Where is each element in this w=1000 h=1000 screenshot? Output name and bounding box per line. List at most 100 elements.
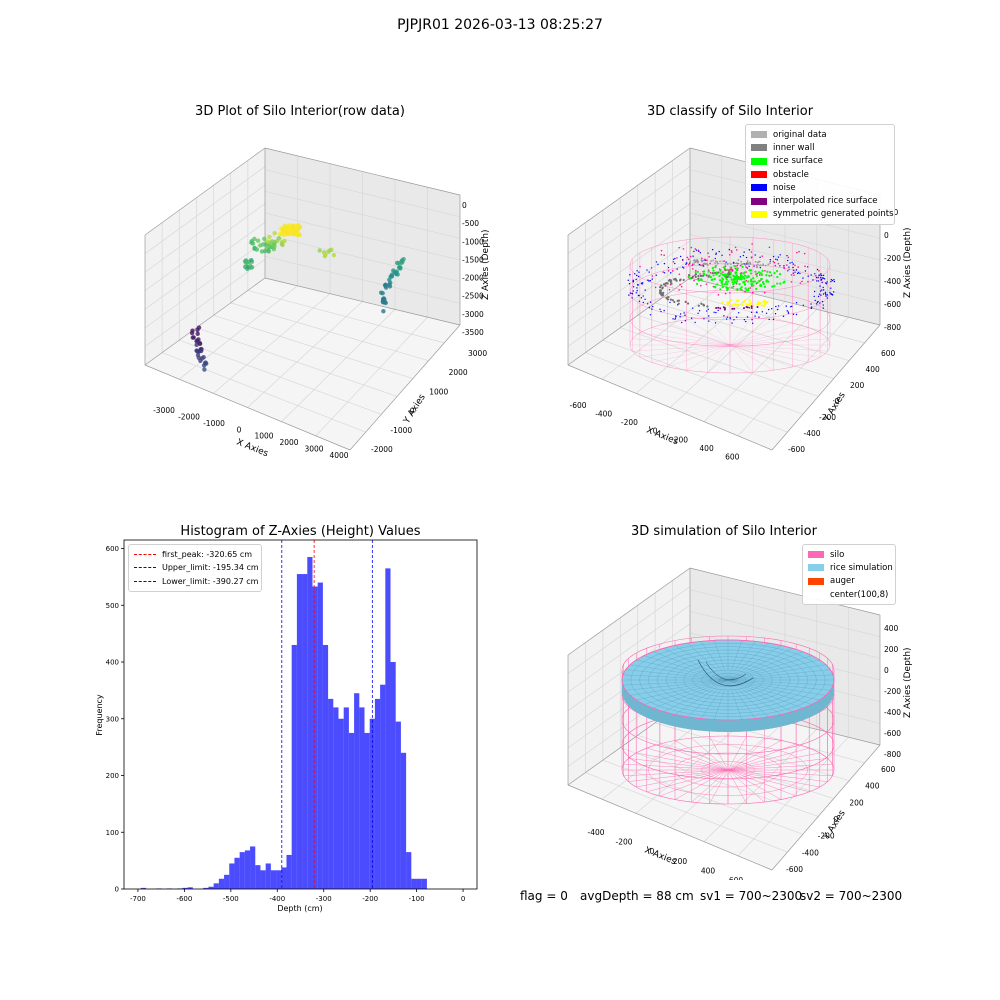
rice-surface-point: [747, 274, 750, 278]
noise-point: [810, 303, 812, 305]
raw-z-axis-label: Z Axies (Depth): [481, 229, 491, 300]
rice-surface-point: [763, 285, 767, 288]
rice-mesh-spoke: [727, 669, 831, 681]
inner-wall-point: [697, 304, 700, 307]
simulation-z-tick: 400: [884, 624, 899, 633]
raw-point: [260, 242, 266, 247]
raw-point: [266, 248, 271, 253]
raw-point: [391, 268, 396, 273]
histogram-bar: [182, 887, 188, 889]
inner-wall-point: [669, 280, 672, 284]
raw-z-tick: -2000: [462, 274, 484, 283]
noise-point: [802, 304, 805, 307]
rice-surface-point: [726, 283, 729, 286]
legend-item-interpolated-rice-surface: interpolated rice surface: [751, 194, 889, 207]
raw-point: [255, 238, 261, 243]
histogram-bar: [250, 846, 256, 889]
raw-point: [277, 231, 283, 237]
rice-surface-point: [724, 273, 727, 276]
inner-wall-point: [697, 274, 700, 278]
classify-x-tick: -200: [621, 418, 638, 427]
original-point: [694, 248, 697, 250]
noise-point: [660, 310, 662, 313]
original-point: [799, 282, 802, 284]
original-point: [660, 249, 663, 252]
noise-point: [702, 265, 705, 267]
noise-point: [723, 315, 725, 317]
rice-surface-point: [711, 266, 714, 270]
rice-surface-point: [773, 272, 776, 275]
rice-mesh-spoke: [727, 679, 804, 709]
silo-spoke: [729, 344, 809, 363]
noise-point: [698, 250, 700, 253]
original-point: [687, 263, 690, 266]
inner-wall-point: [695, 259, 698, 262]
raw-point: [282, 223, 288, 228]
simulation-tick-labels: -400-2000200400600-600-400-2000200400600…: [587, 624, 901, 880]
simulation-z-tick: -800: [884, 750, 901, 759]
inner-wall-point: [712, 259, 715, 262]
rice-mesh-spoke: [630, 679, 729, 696]
simulation-y-tick: 600: [881, 765, 896, 774]
histogram-x-tick: -200: [362, 895, 378, 903]
silo-floor-ring: [701, 761, 755, 779]
original-point: [751, 285, 753, 287]
noise-point: [743, 263, 745, 265]
noise-point: [795, 269, 798, 271]
original-point: [651, 275, 654, 277]
noise-point: [725, 318, 728, 320]
original-point: [755, 273, 757, 275]
raw-point: [317, 248, 322, 253]
noise-point: [759, 266, 762, 269]
figure-suptitle: PJPJR01 2026-03-13 08:25:27: [397, 17, 603, 33]
inner-wall-point: [746, 260, 749, 262]
rice-surface-point: [730, 266, 733, 269]
noise-point: [693, 250, 695, 253]
noise-point: [820, 274, 823, 277]
axes-edge: [349, 324, 461, 451]
noise-point: [642, 301, 645, 304]
noise-point: [729, 317, 731, 319]
noise-point: [649, 314, 652, 316]
raw-x-tick: 2000: [279, 438, 298, 447]
simulation-x-tick: 600: [729, 876, 744, 880]
original-point: [787, 256, 790, 259]
noise-point: [792, 272, 795, 274]
noise-point: [814, 299, 816, 302]
classify-tick-labels: -600-400-2000200400600800-600-400-200020…: [569, 208, 901, 460]
grid-line: [264, 212, 461, 261]
raw-y-tick: 2000: [449, 368, 468, 377]
noise-point: [820, 278, 823, 281]
rice-surface-point: [755, 287, 758, 290]
grid-line: [689, 255, 881, 304]
rice-surface-depression: [705, 661, 747, 681]
raw-z-tick: -1500: [462, 255, 484, 264]
inner-wall-point: [693, 263, 695, 266]
histogram-bar: [369, 718, 375, 889]
noise-point: [819, 302, 821, 304]
raw-point: [288, 230, 294, 235]
noise-point: [644, 298, 646, 301]
noise-point: [648, 280, 650, 282]
inner-wall-point: [684, 300, 687, 303]
noise-point: [777, 305, 780, 307]
classify-silo-wireframe: [629, 236, 831, 374]
raw-x-tick: -2000: [178, 412, 200, 421]
noise-point: [674, 262, 676, 265]
noise-point: [830, 293, 833, 296]
simulation-y-tick: -400: [802, 848, 819, 857]
status-sv1: sv1 = 700~2300: [700, 889, 803, 903]
inner-wall-point: [660, 284, 663, 287]
noise-point: [783, 265, 785, 267]
interpolated-point: [723, 307, 726, 310]
rice-mesh-spoke: [687, 679, 729, 718]
silo-spoke: [667, 344, 731, 368]
histogram-bar: [296, 574, 303, 889]
simulation-x-tick: -400: [587, 828, 604, 837]
noise-point: [833, 280, 836, 283]
original-point: [751, 291, 754, 294]
noise-point: [728, 248, 730, 251]
silo-spoke: [729, 344, 753, 373]
inner-wall-point: [697, 260, 700, 263]
noise-point: [785, 305, 787, 307]
